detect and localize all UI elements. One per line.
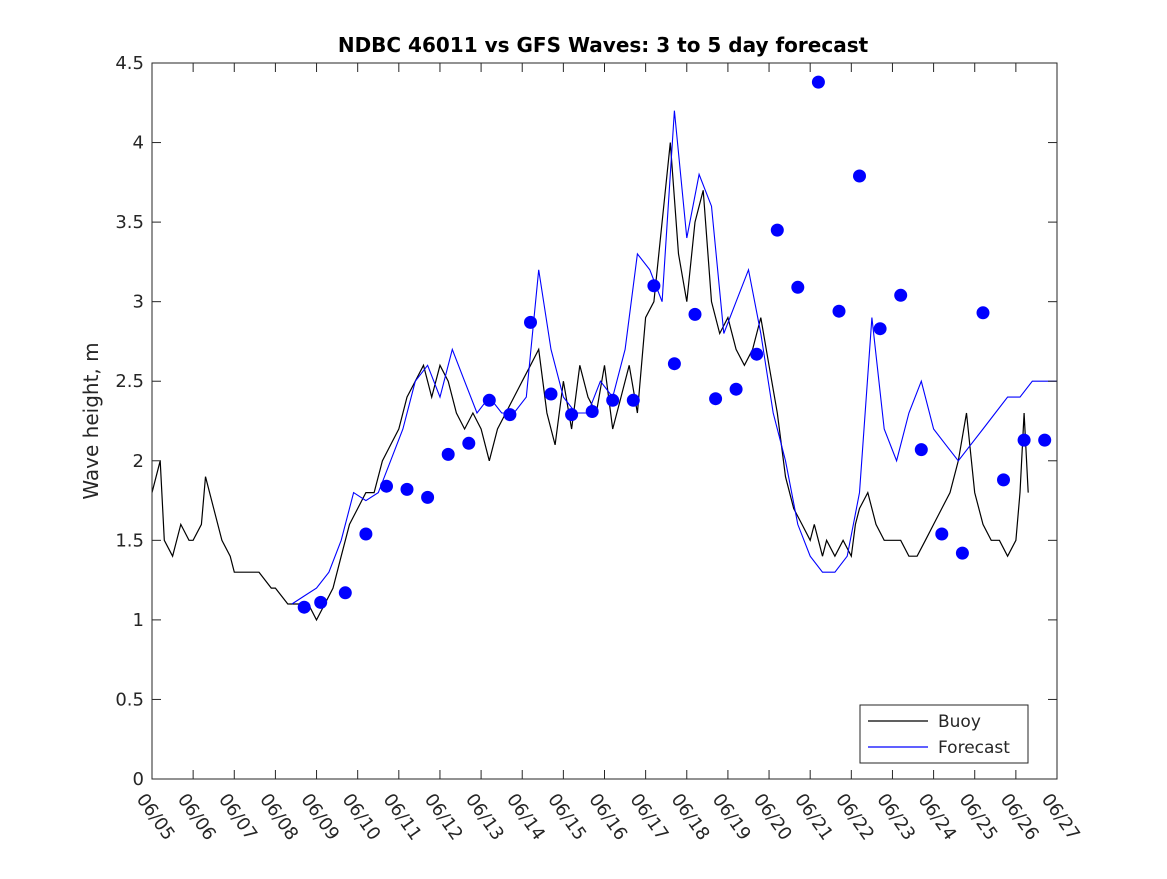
forecast-marker (1017, 433, 1031, 447)
forecast-marker (667, 357, 681, 371)
forecast-marker (565, 408, 579, 422)
forecast-marker (688, 307, 702, 321)
legend-label-buoy: Buoy (938, 712, 981, 732)
y-tick-label: 0.5 (115, 689, 144, 710)
forecast-marker (729, 382, 743, 396)
forecast-marker (482, 393, 496, 407)
y-tick-label: 2 (133, 451, 144, 472)
forecast-marker (297, 600, 311, 614)
forecast-marker (503, 408, 517, 422)
forecast-marker (832, 304, 846, 318)
legend-box (859, 704, 1029, 764)
forecast-marker (338, 586, 352, 600)
legend: Buoy Forecast (859, 704, 1029, 764)
forecast-marker (997, 473, 1010, 487)
forecast-marker (421, 490, 435, 504)
forecast-marker (647, 279, 661, 293)
series-line-buoy (151, 142, 1029, 622)
y-tick-label: 3 (133, 292, 144, 313)
y-tick-label: 3.5 (115, 212, 144, 233)
forecast-marker (770, 223, 784, 237)
forecast-marker (955, 546, 969, 560)
y-axis-label: Wave height, m (79, 342, 103, 499)
forecast-marker (380, 479, 393, 493)
forecast-marker (585, 405, 599, 418)
forecast-marker (791, 280, 805, 294)
forecast-marker (359, 527, 373, 541)
forecast-marker (524, 315, 537, 329)
forecast-marker (935, 527, 949, 541)
forecast-marker (626, 393, 640, 407)
y-tick-label: 1.5 (115, 530, 144, 551)
y-tick-label: 1 (133, 610, 144, 631)
forecast-marker (873, 322, 887, 336)
series-line-forecast (291, 110, 1057, 605)
forecast-marker (441, 447, 455, 461)
y-tick-label: 4 (133, 133, 144, 154)
y-tick-label: 0 (133, 769, 144, 790)
forecast-marker (914, 443, 928, 457)
y-tick-label: 2.5 (115, 371, 144, 392)
forecast-marker (314, 595, 328, 609)
forecast-marker (1038, 433, 1052, 447)
legend-label-forecast: Forecast (938, 738, 1010, 758)
forecast-marker (462, 436, 476, 450)
forecast-marker (853, 169, 866, 183)
forecast-marker (709, 392, 723, 406)
chart-title: NDBC 46011 vs GFS Waves: 3 to 5 day fore… (338, 33, 869, 57)
y-tick-label: 4.5 (115, 53, 144, 74)
forecast-marker (400, 482, 414, 496)
forecast-marker (606, 393, 620, 407)
forecast-marker (976, 306, 990, 320)
forecast-marker (894, 288, 908, 302)
forecast-marker (544, 387, 558, 401)
forecast-marker (750, 347, 764, 361)
forecast-marker (811, 75, 825, 89)
